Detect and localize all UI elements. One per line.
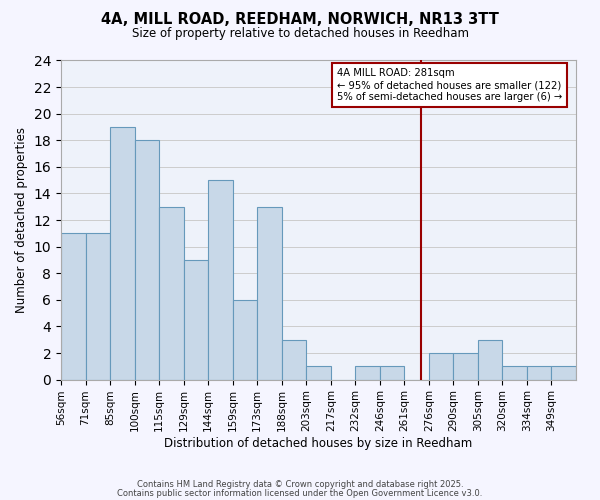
Bar [208,180,233,380]
Bar [134,140,159,380]
Text: Contains public sector information licensed under the Open Government Licence v3: Contains public sector information licen… [118,488,482,498]
Bar [502,366,527,380]
Bar [478,340,502,380]
Bar [110,127,134,380]
Bar [454,353,478,380]
Bar [429,353,454,380]
Bar [86,234,110,380]
Bar [257,207,282,380]
Bar [527,366,551,380]
Bar [61,234,86,380]
Text: 4A MILL ROAD: 281sqm
← 95% of detached houses are smaller (122)
5% of semi-detac: 4A MILL ROAD: 281sqm ← 95% of detached h… [337,68,562,102]
Bar [282,340,306,380]
X-axis label: Distribution of detached houses by size in Reedham: Distribution of detached houses by size … [164,437,473,450]
Bar [355,366,380,380]
Bar [551,366,576,380]
Bar [159,207,184,380]
Bar [233,300,257,380]
Text: Size of property relative to detached houses in Reedham: Size of property relative to detached ho… [131,28,469,40]
Text: Contains HM Land Registry data © Crown copyright and database right 2025.: Contains HM Land Registry data © Crown c… [137,480,463,489]
Bar [380,366,404,380]
Bar [306,366,331,380]
Y-axis label: Number of detached properties: Number of detached properties [15,127,28,313]
Bar [184,260,208,380]
Text: 4A, MILL ROAD, REEDHAM, NORWICH, NR13 3TT: 4A, MILL ROAD, REEDHAM, NORWICH, NR13 3T… [101,12,499,28]
